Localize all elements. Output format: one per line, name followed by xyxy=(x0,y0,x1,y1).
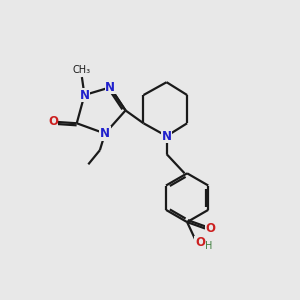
Text: N: N xyxy=(80,88,89,101)
Text: N: N xyxy=(100,127,110,140)
Text: O: O xyxy=(205,222,215,235)
Text: O: O xyxy=(195,236,205,249)
Text: CH₃: CH₃ xyxy=(73,65,91,75)
Text: O: O xyxy=(48,116,58,128)
Text: N: N xyxy=(105,81,115,94)
Text: N: N xyxy=(162,130,172,142)
Text: H: H xyxy=(205,241,212,251)
